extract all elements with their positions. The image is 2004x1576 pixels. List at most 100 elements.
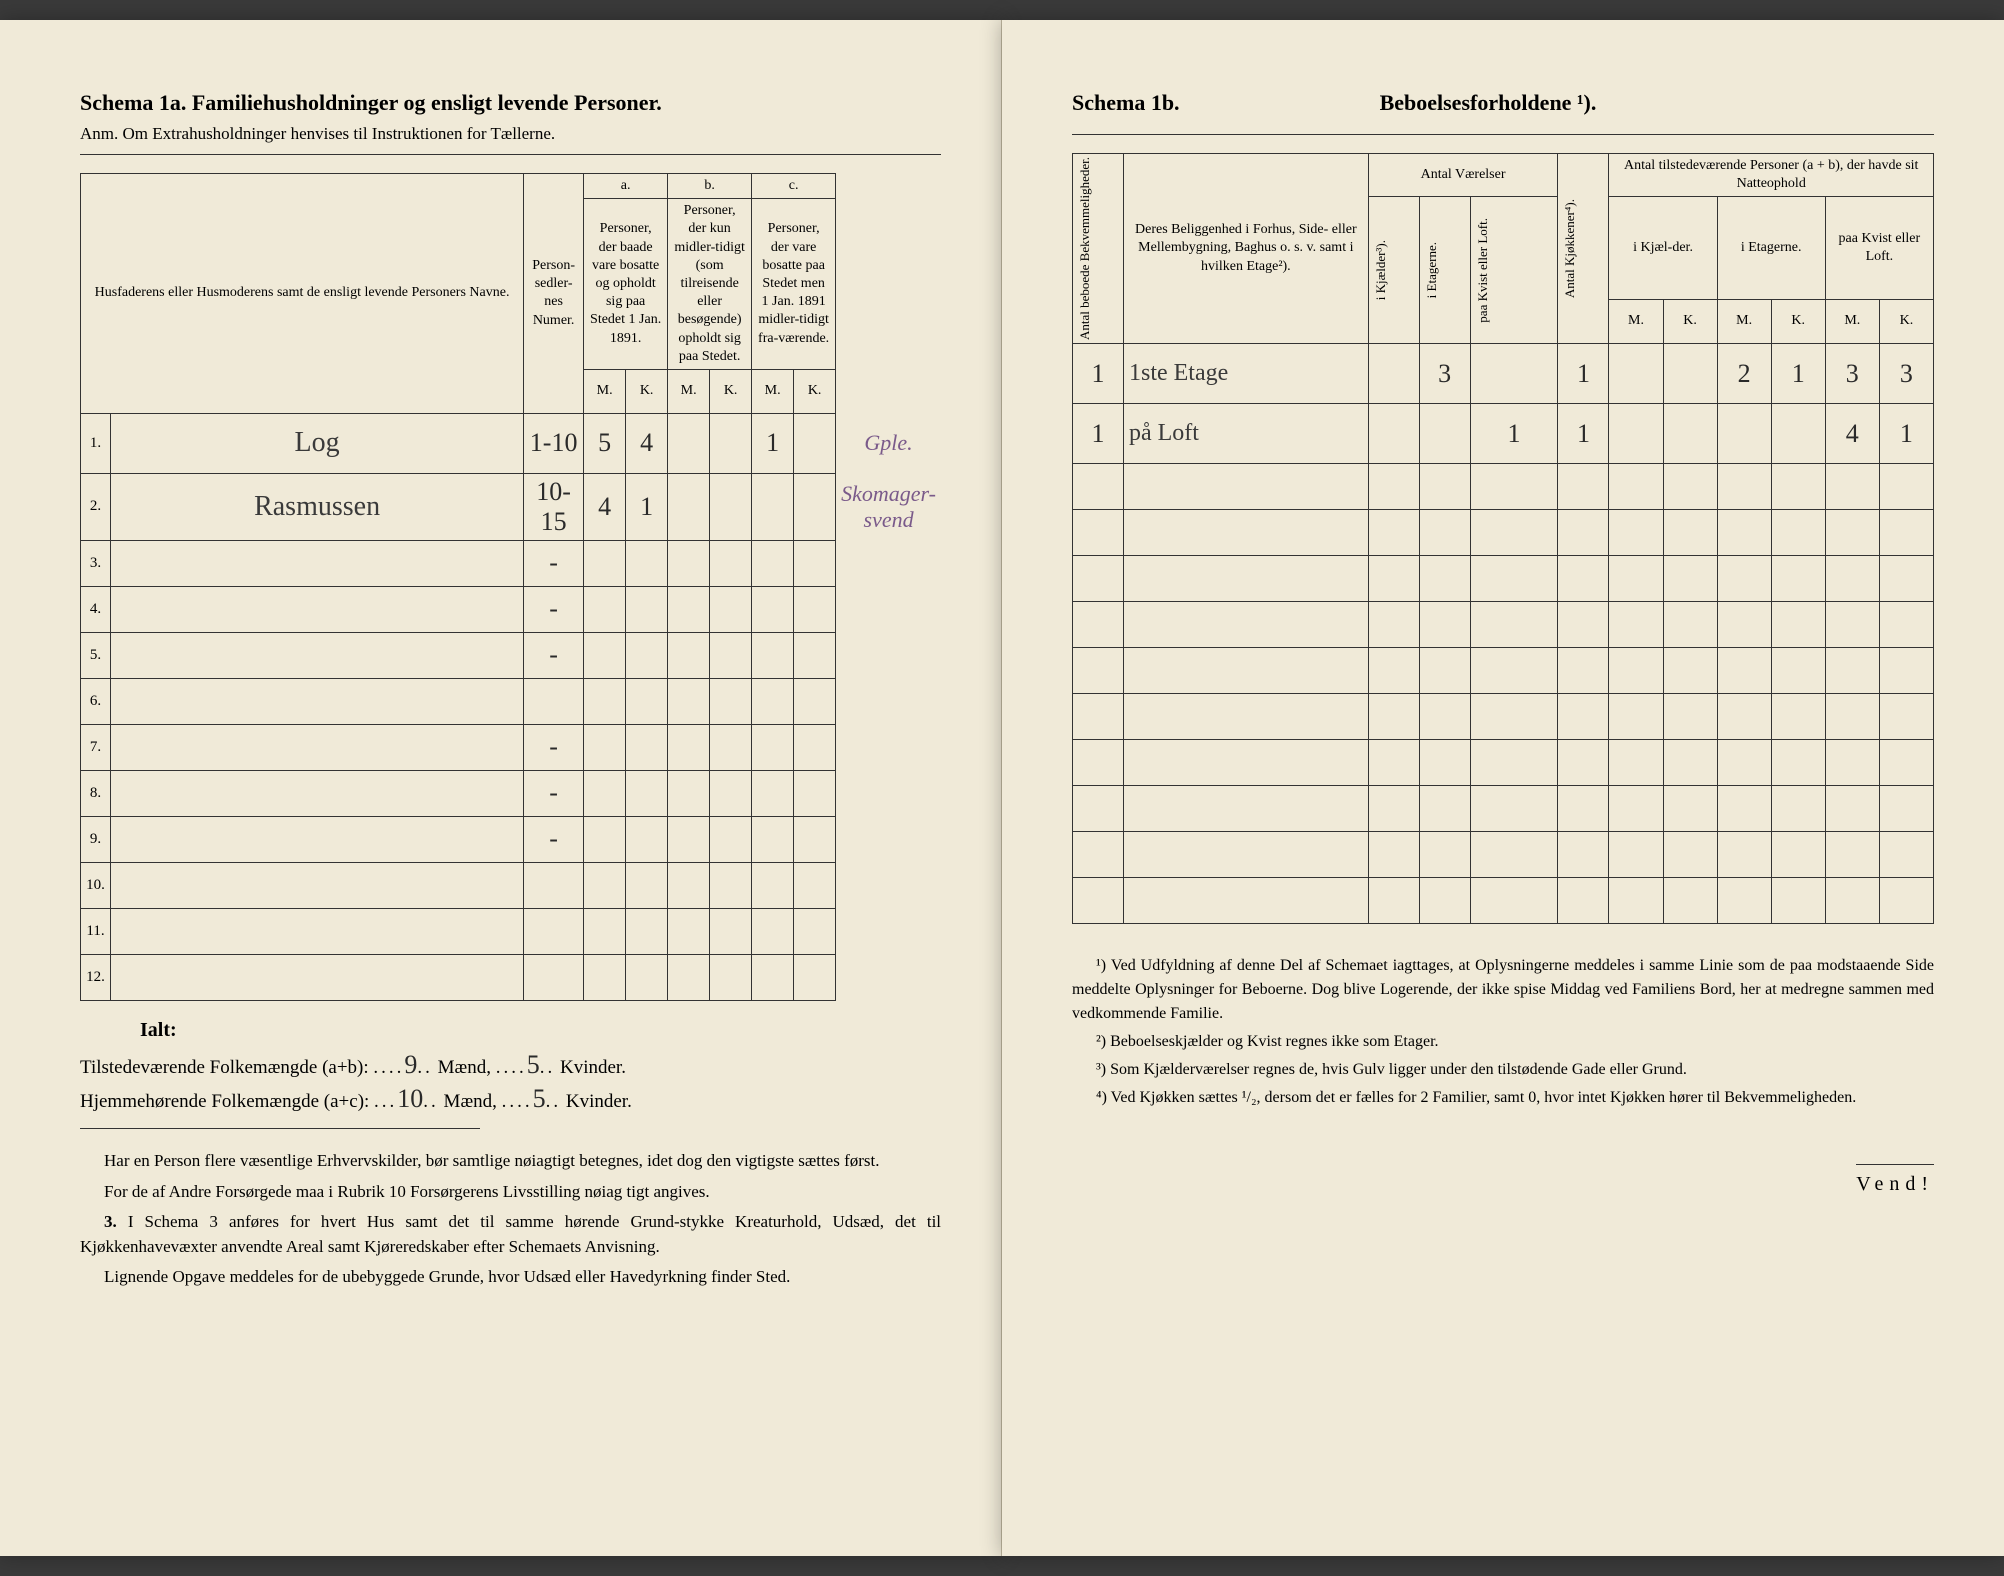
em-cell: [1717, 602, 1771, 648]
numer-cell: [524, 954, 584, 1000]
lk-cell: [1879, 464, 1933, 510]
lm-cell: [1825, 602, 1879, 648]
bk-cell: [710, 413, 752, 473]
kjok-cell: [1558, 740, 1609, 786]
kj-cell: [1368, 464, 1419, 510]
lm-cell: [1825, 694, 1879, 740]
ek-cell: [1771, 786, 1825, 832]
footer-p3-num: 3.: [104, 1212, 117, 1231]
cm-cell: [752, 632, 794, 678]
totals1-pre: Tilstedeværende Folkemængde (a+b):: [80, 1057, 373, 1078]
am-cell: [584, 678, 626, 724]
row-number: 1.: [81, 413, 111, 473]
col-kvist: paa Kvist eller Loft.: [1476, 218, 1490, 323]
note-cell: [836, 954, 941, 1000]
col-tilstede: Antal tilstedeværende Personer (a + b), …: [1609, 154, 1934, 197]
bk-cell: [710, 540, 752, 586]
kk-cell: [1663, 602, 1717, 648]
note-cell: [836, 724, 941, 770]
bk-cell: [710, 954, 752, 1000]
kv-cell: [1470, 786, 1558, 832]
table-row: 4.-: [81, 586, 942, 632]
belig-cell: [1123, 464, 1368, 510]
kv-cell: [1470, 878, 1558, 924]
ak-cell: [626, 908, 668, 954]
et-cell: [1419, 832, 1470, 878]
em-cell: 2: [1717, 344, 1771, 404]
row-number: 11.: [81, 908, 111, 954]
bm-cell: [668, 816, 710, 862]
kv-cell: 1: [1470, 404, 1558, 464]
bm-cell: [668, 586, 710, 632]
kjok-cell: 1: [1558, 344, 1609, 404]
lk-cell: [1879, 510, 1933, 556]
belig-cell: [1123, 694, 1368, 740]
lk-cell: 1: [1879, 404, 1933, 464]
em-cell: [1717, 464, 1771, 510]
em-cell: [1717, 878, 1771, 924]
bekvem-cell: [1073, 556, 1124, 602]
numer-cell: 10-15: [524, 473, 584, 540]
name-cell: Rasmussen: [111, 473, 524, 540]
totals-ac: Hjemmehørende Folkemængde (a+c): ...10..…: [80, 1084, 941, 1114]
cm-cell: [752, 473, 794, 540]
et-cell: [1419, 556, 1470, 602]
col-bekvem: Antal beboede Bekvemmeligheder.: [1078, 157, 1092, 340]
et-cell: [1419, 694, 1470, 740]
ck-cell: [794, 632, 836, 678]
lm-cell: [1825, 878, 1879, 924]
col-belig: Deres Beliggenhed i Forhus, Side- eller …: [1123, 154, 1368, 344]
totals2-pre: Hjemmehørende Folkemængde (a+c):: [80, 1091, 374, 1112]
bm-cell: [668, 862, 710, 908]
numer-cell: [524, 908, 584, 954]
col-b-text: Personer, der kun midler-tidigt (som til…: [668, 199, 752, 370]
lm-cell: [1825, 740, 1879, 786]
name-cell: [111, 586, 524, 632]
belig-cell: [1123, 878, 1368, 924]
km-cell: [1609, 786, 1663, 832]
schema-1a-subtitle: Anm. Om Extrahusholdninger henvises til …: [80, 124, 941, 144]
ak-cell: [626, 724, 668, 770]
name-cell: [111, 862, 524, 908]
name-cell: [111, 632, 524, 678]
note-cell: [836, 586, 941, 632]
table-row: [1073, 878, 1934, 924]
kj-cell: [1368, 648, 1419, 694]
kj-cell: [1368, 404, 1419, 464]
km-cell: [1609, 510, 1663, 556]
kj-cell: [1368, 602, 1419, 648]
bekvem-cell: [1073, 786, 1124, 832]
table-row: [1073, 832, 1934, 878]
kk-cell: [1663, 878, 1717, 924]
kjok-cell: [1558, 786, 1609, 832]
col-c-text: Personer, der vare bosatte paa Stedet me…: [752, 199, 836, 370]
numer-cell: [524, 678, 584, 724]
lm-cell: 3: [1825, 344, 1879, 404]
cm-cell: [752, 770, 794, 816]
kj-cell: [1368, 832, 1419, 878]
col-km: M.: [1609, 300, 1663, 344]
kk-cell: [1663, 404, 1717, 464]
am-cell: [584, 908, 626, 954]
ak-cell: [626, 816, 668, 862]
cm-cell: [752, 816, 794, 862]
belig-cell: [1123, 832, 1368, 878]
totals1-m: 9: [404, 1050, 417, 1079]
col-names: Husfaderens eller Husmoderens samt de en…: [81, 174, 524, 414]
ek-cell: [1771, 602, 1825, 648]
ak-cell: [626, 632, 668, 678]
bekvem-cell: [1073, 878, 1124, 924]
table-row: 1.Log1-10541Gple.: [81, 413, 942, 473]
footer-p2: For de af Andre Forsørgede maa i Rubrik …: [80, 1180, 941, 1205]
vend-label: Vend!: [1856, 1164, 1934, 1196]
right-header: Schema 1b. Beboelsesforholdene ¹).: [1072, 90, 1934, 116]
footer-p3: 3. I Schema 3 anføres for hvert Hus samt…: [80, 1210, 941, 1259]
am-cell: [584, 724, 626, 770]
km-cell: [1609, 464, 1663, 510]
kk-cell: [1663, 694, 1717, 740]
left-page: Schema 1a. Familiehusholdninger og ensli…: [0, 20, 1002, 1556]
table-row: 5.-: [81, 632, 942, 678]
em-cell: [1717, 740, 1771, 786]
numer-cell: -: [524, 586, 584, 632]
footnote-4: ⁴) Ved Kjøkken sættes ¹/₂, dersom det er…: [1072, 1086, 1934, 1110]
